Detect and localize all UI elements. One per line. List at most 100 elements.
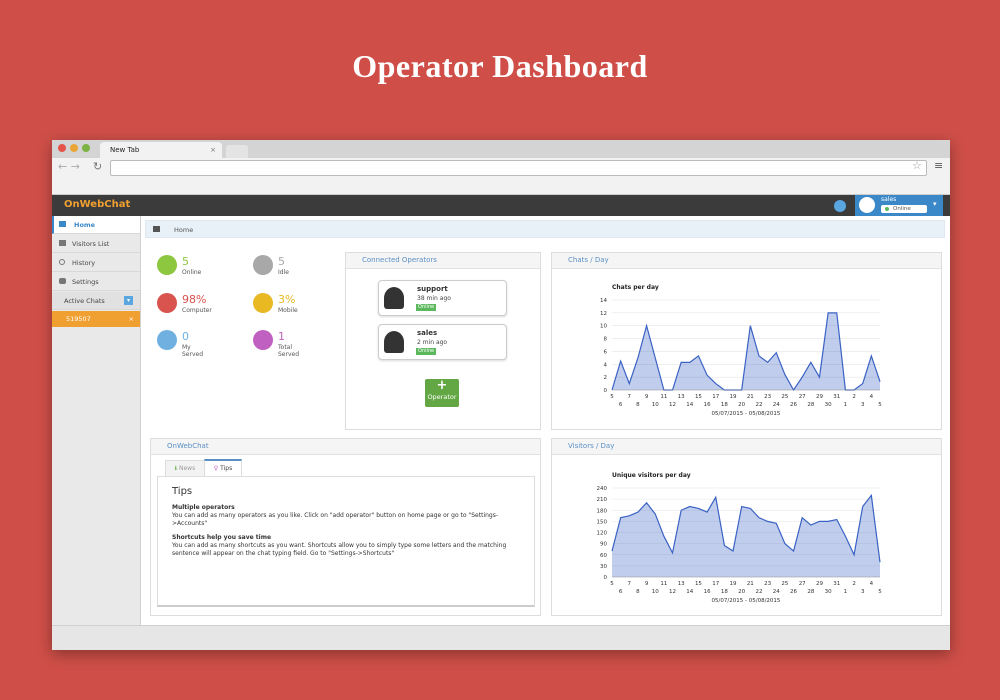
- stat-icon: [157, 292, 177, 313]
- x-tick-label: 18: [721, 589, 728, 595]
- x-tick-label: 9: [645, 581, 649, 587]
- y-tick-label: 10: [600, 324, 607, 330]
- user-box[interactable]: sales Online ▾: [855, 195, 943, 216]
- sound-toggle[interactable]: [834, 200, 846, 212]
- reload-button[interactable]: ↻: [93, 160, 103, 173]
- area: [612, 495, 880, 577]
- address-bar[interactable]: [110, 160, 927, 176]
- operator-time: 2 min ago: [417, 339, 448, 346]
- x-tick-label: 26: [790, 589, 797, 595]
- operator-card[interactable]: sales 2 min ago Online: [378, 324, 507, 360]
- y-tick-label: 30: [600, 564, 607, 570]
- chart-subtitle: 05/07/2015 - 05/08/2015: [712, 411, 781, 417]
- y-tick-label: 14: [600, 298, 607, 304]
- minimize-dot[interactable]: [70, 144, 78, 152]
- stat-label: Total Served: [278, 344, 300, 358]
- back-button[interactable]: ← →: [58, 160, 80, 173]
- x-tick-label: 7: [628, 394, 632, 400]
- operator-avatar: [384, 287, 404, 309]
- stat-value: 98%: [182, 292, 207, 306]
- x-tick-label: 5: [878, 589, 882, 595]
- active-chats[interactable]: Active Chats: [52, 292, 140, 310]
- y-tick-label: 0: [604, 575, 608, 581]
- x-tick-label: 20: [738, 589, 745, 595]
- tab-title: New Tab: [110, 146, 140, 154]
- x-tick-label: 7: [628, 581, 632, 587]
- stat-label: Online: [182, 269, 202, 276]
- operator-name: support: [417, 285, 448, 293]
- close-dot[interactable]: [58, 144, 66, 152]
- y-tick-label: 180: [597, 508, 608, 514]
- x-tick-label: 6: [619, 402, 623, 408]
- x-tick-label: 27: [799, 394, 806, 400]
- zoom-dot[interactable]: [82, 144, 90, 152]
- nav-history[interactable]: History: [52, 254, 140, 272]
- tab-label: News: [178, 465, 196, 472]
- y-tick-label: 8: [604, 337, 608, 343]
- x-tick-label: 10: [652, 589, 659, 595]
- x-tick-label: 3: [861, 589, 865, 595]
- tab-label: Tips: [220, 465, 233, 472]
- x-tick-label: 5: [610, 581, 614, 587]
- app-logo[interactable]: OnWebChat: [64, 199, 131, 210]
- sidebar: Home Visitors List History Settings Acti…: [52, 216, 141, 626]
- user-status[interactable]: Online: [881, 205, 927, 213]
- status-text: Online: [893, 206, 911, 212]
- x-tick-label: 2: [852, 394, 856, 400]
- add-operator-button[interactable]: + Operator: [425, 379, 459, 407]
- x-tick-label: 4: [870, 581, 874, 587]
- tab-tips[interactable]: ♀ Tips: [204, 459, 242, 477]
- stat-value: 5: [182, 255, 189, 268]
- line: [611, 493, 881, 563]
- bookmark-star[interactable]: ☆: [912, 159, 922, 172]
- user-avatar: [859, 197, 875, 213]
- plus-icon: +: [436, 378, 448, 393]
- x-tick-label: 17: [712, 394, 719, 400]
- browser-tab[interactable]: New Tab ×: [100, 142, 222, 158]
- x-tick-label: 21: [747, 581, 754, 587]
- x-tick-label: 4: [870, 394, 874, 400]
- x-tick-label: 22: [755, 589, 762, 595]
- settings-icon: [59, 278, 66, 284]
- x-tick-label: 31: [833, 581, 840, 587]
- breadcrumb-home[interactable]: Home: [174, 226, 194, 234]
- nav-settings[interactable]: Settings: [52, 273, 140, 291]
- operator-card[interactable]: support 38 min ago Online: [378, 280, 507, 316]
- chats-toggle[interactable]: ▾: [124, 296, 133, 305]
- x-tick-label: 25: [781, 394, 788, 400]
- stat-label: Mobile: [278, 306, 298, 314]
- operators-panel: Connected Operators support 38 min ago Onl…: [345, 252, 541, 430]
- stat-icon: [157, 330, 177, 350]
- chat-close[interactable]: ×: [128, 315, 134, 323]
- tab-close[interactable]: ×: [210, 146, 216, 154]
- new-tab[interactable]: [226, 145, 248, 158]
- visitors-panel: Unique visitors per day 0 30 60 90 120 150 180 2…: [551, 438, 942, 616]
- chat-item[interactable]: 519507 ×: [52, 311, 140, 327]
- y-tick-label: 120: [597, 531, 608, 537]
- stat-value: 3%: [278, 292, 296, 306]
- x-tick-label: 27: [799, 581, 806, 587]
- x-tick-label: 22: [755, 402, 762, 408]
- x-tick-label: 28: [807, 589, 814, 595]
- x-tick-label: 29: [816, 394, 823, 400]
- tab-news[interactable]: ℹ News: [165, 460, 205, 477]
- nav-home[interactable]: Home: [52, 216, 140, 234]
- y-tick-label: 150: [597, 519, 608, 525]
- x-tick-label: 8: [636, 402, 640, 408]
- menu-button[interactable]: ≡: [934, 159, 944, 172]
- stat-icon: [253, 255, 273, 275]
- x-tick-label: 1: [844, 402, 848, 408]
- tip-section: Multiple operators You can add as many o…: [172, 504, 512, 558]
- x-tick-label: 20: [738, 402, 745, 408]
- user-caret[interactable]: ▾: [933, 200, 937, 208]
- stat-label: My Served: [182, 344, 204, 358]
- x-tick-label: 9: [645, 394, 649, 400]
- y-tick-label: 4: [604, 362, 608, 368]
- y-tick-label: 210: [597, 497, 608, 503]
- x-tick-label: 12: [669, 589, 676, 595]
- stat-label: Computer: [182, 306, 212, 314]
- nav-visitors[interactable]: Visitors List: [52, 235, 140, 253]
- chats-panel: Chats per day 0 2 4 6 8 10 12 14 5 6 7 8 9 10 11 12 13 14 1…: [551, 252, 942, 430]
- status-bar: [52, 625, 950, 650]
- x-tick-label: 18: [721, 402, 728, 408]
